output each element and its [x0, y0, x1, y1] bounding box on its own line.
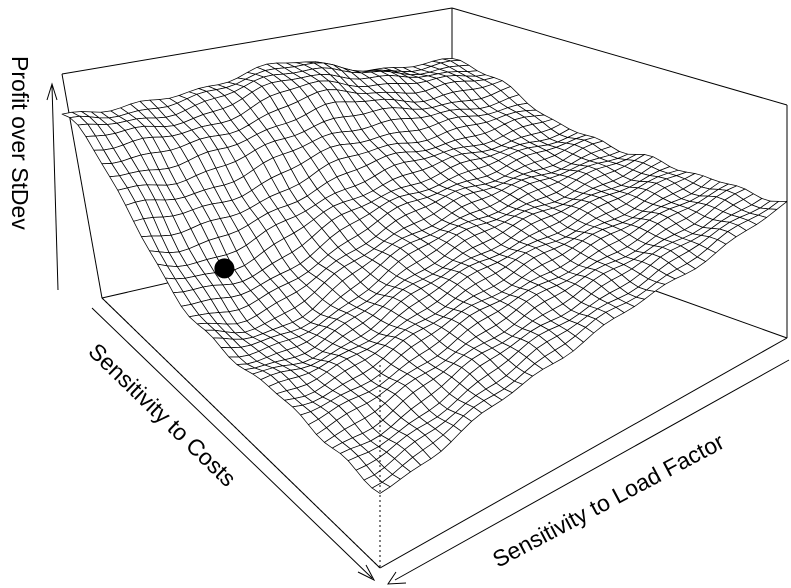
box-front-frame: [101, 297, 788, 569]
z-axis-label: Profit over StDev: [7, 56, 33, 230]
x-axis-label: Sensitivity to Costs: [84, 338, 242, 492]
highlight-point: [214, 258, 235, 279]
y-axis-label: Sensitivity to Load Factor: [488, 428, 729, 572]
axis-arrows: [46, 82, 790, 585]
mesh-cell: [371, 481, 391, 494]
